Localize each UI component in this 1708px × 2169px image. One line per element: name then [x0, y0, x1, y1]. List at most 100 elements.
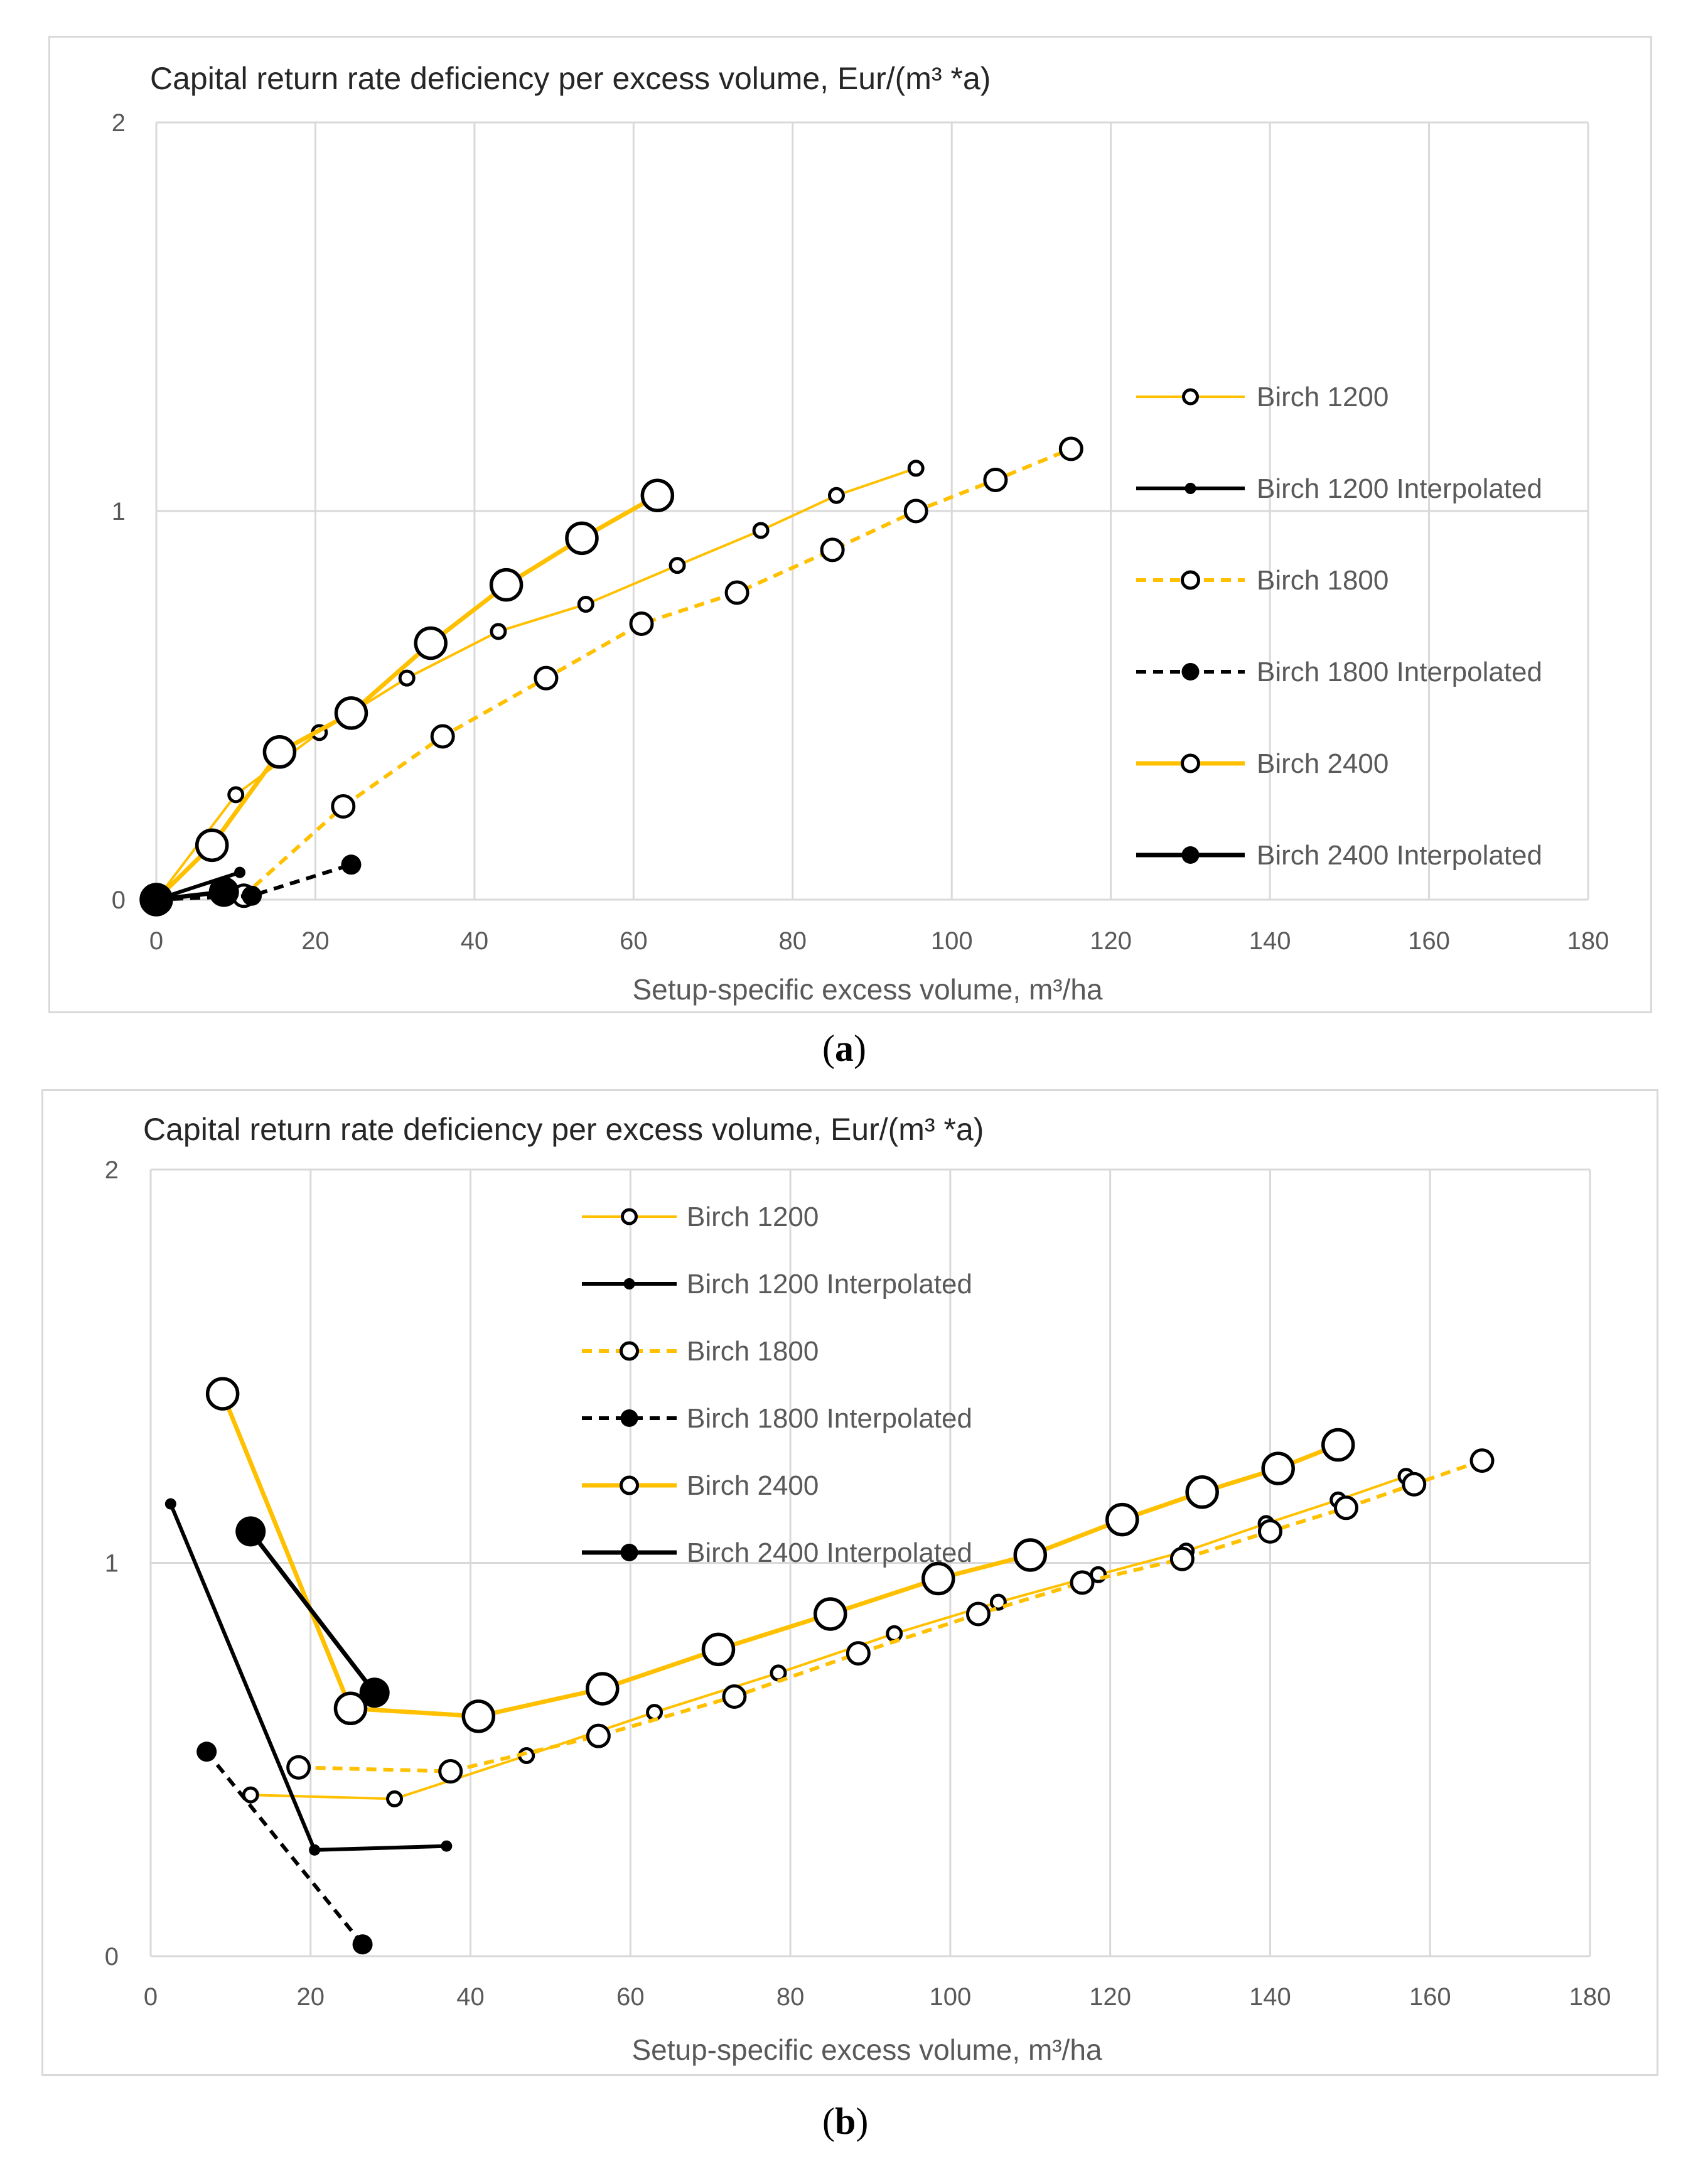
data-point — [352, 1934, 373, 1955]
data-point — [565, 521, 599, 556]
data-point — [227, 786, 245, 804]
data-point — [846, 1641, 871, 1666]
legend-marker — [1181, 663, 1200, 681]
series-line — [298, 1458, 1483, 1773]
data-point — [242, 1786, 259, 1804]
legend-label: Birch 1200 — [687, 1202, 819, 1232]
legend-item: Birch 1800 Interpolated — [1136, 657, 1542, 687]
legend-label: Birch 1800 — [687, 1336, 819, 1367]
legend-label: Birch 1200 Interpolated — [1257, 473, 1542, 504]
legend-item: Birch 1800 — [582, 1336, 819, 1367]
x-tick-label: 80 — [776, 1983, 805, 2011]
legend-item: Birch 1200 Interpolated — [1136, 473, 1542, 504]
data-point — [208, 876, 239, 907]
data-point — [1185, 1475, 1219, 1509]
x-axis-label: Setup-specific excess volume, m³/ha — [631, 2033, 1102, 2066]
data-point — [1105, 1502, 1139, 1537]
series-birch-2400 — [139, 478, 675, 917]
chart-title: Capital return rate deficiency per exces… — [150, 61, 991, 96]
x-tick-label: 40 — [461, 927, 489, 955]
legend-marker — [620, 1544, 638, 1561]
data-point — [234, 866, 246, 878]
legend-item: Birch 1800 Interpolated — [582, 1403, 972, 1434]
legend-label: Birch 1800 Interpolated — [1257, 657, 1542, 687]
data-point — [965, 1601, 991, 1627]
series-birch-1800 — [286, 1448, 1495, 1784]
series-birch-1200 — [242, 1468, 1415, 1807]
legend-label: Birch 1200 — [1257, 382, 1388, 412]
data-point — [701, 1632, 736, 1667]
data-point — [921, 1561, 955, 1596]
legend-item: Birch 1800 — [1136, 565, 1388, 596]
data-point — [1333, 1495, 1358, 1520]
data-point — [242, 885, 262, 906]
legend-label: Birch 2400 Interpolated — [1257, 840, 1542, 871]
x-tick-label: 120 — [1090, 927, 1132, 955]
x-tick-label: 180 — [1569, 1983, 1611, 2011]
data-point — [724, 580, 749, 605]
x-tick-label: 180 — [1567, 927, 1609, 955]
legend-label: Birch 2400 — [687, 1470, 819, 1501]
data-point — [983, 467, 1008, 492]
chart-a: 0 20 40 60 80 100 120 140 160 180 0 1 2 Capital retur… — [112, 61, 1609, 1006]
series-line — [205, 1750, 364, 1946]
data-point — [196, 1741, 217, 1762]
series-line — [249, 1530, 377, 1694]
data-point — [907, 460, 925, 477]
data-point — [752, 522, 770, 539]
panel-letter-b: b — [834, 2101, 856, 2142]
x-tick-label: 0 — [144, 1983, 158, 2011]
data-point — [164, 1498, 176, 1510]
x-tick-label: 40 — [456, 1983, 485, 2011]
data-point — [722, 1684, 747, 1709]
y-tick-label: 2 — [105, 1156, 119, 1184]
legend-marker — [620, 1475, 639, 1495]
data-point — [820, 537, 845, 562]
data-point — [577, 596, 594, 613]
chart-title: Capital return rate deficiency per exces… — [143, 1112, 984, 1147]
legend: Birch 1200 Birch 1200 Interpolated Birch 1… — [582, 1202, 972, 1568]
y-tick-label: 0 — [112, 886, 126, 914]
data-point — [489, 568, 524, 602]
legend-label: Birch 2400 — [1257, 748, 1388, 779]
series-birch-2400-interpolated — [141, 876, 239, 915]
series-birch-1800-interpolated — [196, 1741, 373, 1955]
data-point — [1070, 1570, 1095, 1595]
x-tick-label: 160 — [1409, 1983, 1451, 2011]
x-tick-label: 100 — [931, 927, 973, 955]
legend-marker — [623, 1278, 635, 1289]
legend-item: Birch 2400 Interpolated — [1136, 840, 1542, 871]
data-point — [1257, 1519, 1282, 1544]
data-point — [886, 1625, 903, 1642]
x-tick-label: 0 — [149, 927, 163, 955]
x-tick-label: 120 — [1089, 1983, 1131, 2011]
data-point — [1169, 1546, 1195, 1571]
data-point — [205, 1377, 240, 1411]
legend-item: Birch 1200 — [1136, 382, 1388, 412]
legend-item: Birch 1200 — [582, 1202, 819, 1232]
data-point — [1402, 1472, 1427, 1497]
gridlines — [155, 121, 1589, 901]
data-point — [1261, 1451, 1295, 1485]
data-point — [398, 669, 416, 687]
legend-label: Birch 1200 Interpolated — [687, 1269, 972, 1300]
data-point — [235, 1516, 266, 1547]
data-point — [430, 724, 455, 749]
legend-marker — [1181, 846, 1200, 864]
y-tick-label: 1 — [105, 1550, 119, 1578]
chart-panel-a: 0 20 40 60 80 100 120 140 160 180 0 1 2 Capital retur… — [48, 36, 1652, 1013]
data-point — [814, 1597, 847, 1631]
y-tick-label: 2 — [112, 109, 126, 137]
data-point — [903, 498, 928, 524]
data-point — [141, 885, 171, 915]
series-birch-2400-interpolated — [235, 1516, 390, 1708]
x-tick-label: 160 — [1408, 927, 1450, 955]
x-tick-label: 20 — [297, 1983, 325, 2011]
series-line — [154, 493, 659, 902]
data-point — [195, 828, 229, 863]
legend: Birch 1200 Birch 1200 Interpolated Birch 1… — [1136, 382, 1542, 871]
data-point — [989, 1593, 1007, 1611]
legend-item: Birch 2400 — [1136, 748, 1388, 779]
legend-marker — [621, 1208, 638, 1225]
legend-marker — [1181, 570, 1200, 590]
